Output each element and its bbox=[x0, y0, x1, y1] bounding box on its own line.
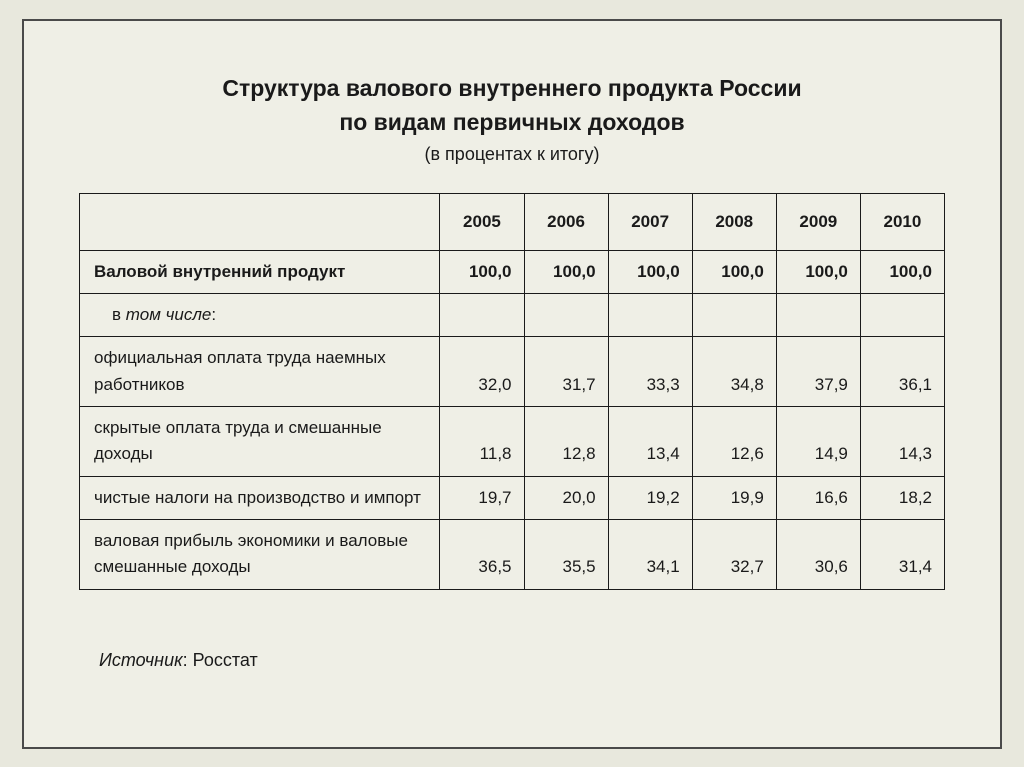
table-row: валовая прибыль экономики и валовые смеш… bbox=[80, 519, 945, 589]
col-head-2005: 2005 bbox=[440, 193, 524, 250]
row-label: скрытые оплата труда и смешанные доходы bbox=[80, 406, 440, 476]
cell-value: 14,3 bbox=[860, 406, 944, 476]
table-body: Валовой внутренний продукт100,0100,0100,… bbox=[80, 250, 945, 589]
cell-value: 13,4 bbox=[608, 406, 692, 476]
row-label: в том числе: bbox=[80, 293, 440, 336]
cell-value: 32,7 bbox=[692, 519, 776, 589]
source-value: Росстат bbox=[193, 650, 258, 670]
table-row: официальная оплата труда наемных работни… bbox=[80, 337, 945, 407]
col-head-2010: 2010 bbox=[860, 193, 944, 250]
row-label: Валовой внутренний продукт bbox=[80, 250, 440, 293]
cell-value: 19,7 bbox=[440, 476, 524, 519]
cell-value: 34,1 bbox=[608, 519, 692, 589]
cell-value bbox=[608, 293, 692, 336]
cell-value bbox=[440, 293, 524, 336]
cell-value: 16,6 bbox=[776, 476, 860, 519]
cell-value: 20,0 bbox=[524, 476, 608, 519]
col-head-2007: 2007 bbox=[608, 193, 692, 250]
row-label: официальная оплата труда наемных работни… bbox=[80, 337, 440, 407]
table-row: скрытые оплата труда и смешанные доходы1… bbox=[80, 406, 945, 476]
title-line-2: по видам первичных доходов bbox=[79, 105, 945, 140]
cell-value: 12,8 bbox=[524, 406, 608, 476]
cell-value: 12,6 bbox=[692, 406, 776, 476]
col-head-label bbox=[80, 193, 440, 250]
cell-value: 32,0 bbox=[440, 337, 524, 407]
table-header-row: 2005 2006 2007 2008 2009 2010 bbox=[80, 193, 945, 250]
title-block: Структура валового внутреннего продукта … bbox=[79, 71, 945, 165]
cell-value: 100,0 bbox=[524, 250, 608, 293]
table-row: Валовой внутренний продукт100,0100,0100,… bbox=[80, 250, 945, 293]
col-head-2009: 2009 bbox=[776, 193, 860, 250]
subtitle: (в процентах к итогу) bbox=[79, 144, 945, 165]
cell-value: 14,9 bbox=[776, 406, 860, 476]
cell-value: 19,2 bbox=[608, 476, 692, 519]
row-label: чистые налоги на производство и импорт bbox=[80, 476, 440, 519]
cell-value bbox=[776, 293, 860, 336]
cell-value bbox=[860, 293, 944, 336]
slide-frame: Структура валового внутреннего продукта … bbox=[22, 19, 1002, 749]
cell-value: 11,8 bbox=[440, 406, 524, 476]
source-label: Источник bbox=[99, 650, 183, 670]
source-colon: : bbox=[183, 650, 193, 670]
cell-value: 36,1 bbox=[860, 337, 944, 407]
table-row: в том числе: bbox=[80, 293, 945, 336]
cell-value: 30,6 bbox=[776, 519, 860, 589]
cell-value: 18,2 bbox=[860, 476, 944, 519]
cell-value: 35,5 bbox=[524, 519, 608, 589]
col-head-2006: 2006 bbox=[524, 193, 608, 250]
cell-value: 37,9 bbox=[776, 337, 860, 407]
cell-value: 100,0 bbox=[776, 250, 860, 293]
cell-value: 36,5 bbox=[440, 519, 524, 589]
cell-value: 100,0 bbox=[860, 250, 944, 293]
source-line: Источник: Росстат bbox=[79, 650, 945, 671]
table-row: чистые налоги на производство и импорт19… bbox=[80, 476, 945, 519]
cell-value: 100,0 bbox=[692, 250, 776, 293]
cell-value: 31,4 bbox=[860, 519, 944, 589]
col-head-2008: 2008 bbox=[692, 193, 776, 250]
cell-value: 33,3 bbox=[608, 337, 692, 407]
cell-value: 31,7 bbox=[524, 337, 608, 407]
title-line-1: Структура валового внутреннего продукта … bbox=[79, 71, 945, 106]
cell-value: 100,0 bbox=[440, 250, 524, 293]
gdp-structure-table: 2005 2006 2007 2008 2009 2010 Валовой вн… bbox=[79, 193, 945, 590]
cell-value bbox=[524, 293, 608, 336]
cell-value bbox=[692, 293, 776, 336]
cell-value: 100,0 bbox=[608, 250, 692, 293]
row-label: валовая прибыль экономики и валовые смеш… bbox=[80, 519, 440, 589]
cell-value: 19,9 bbox=[692, 476, 776, 519]
cell-value: 34,8 bbox=[692, 337, 776, 407]
